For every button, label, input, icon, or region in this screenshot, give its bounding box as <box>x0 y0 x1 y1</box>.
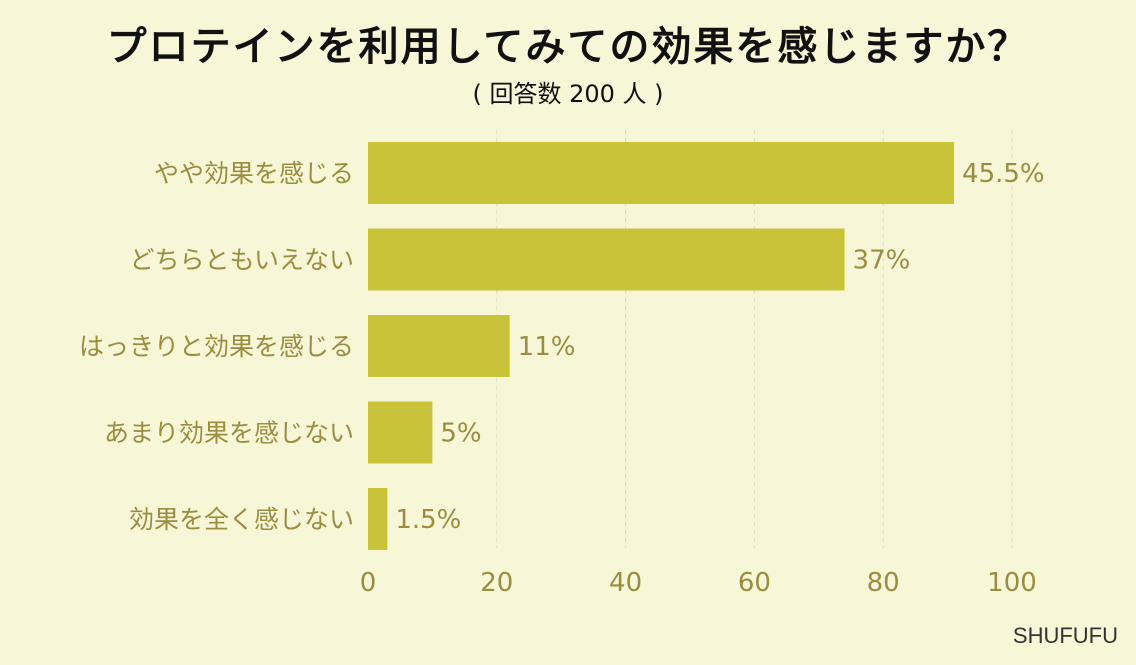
value-label: 1.5% <box>395 505 461 535</box>
value-label: 11% <box>518 332 576 362</box>
x-axis-ticks: 0 20 40 60 80 100 <box>360 568 1037 598</box>
category-label: 効果を全く感じない <box>129 505 354 534</box>
bar <box>368 228 845 291</box>
x-tick-label: 0 <box>360 568 377 598</box>
category-label: はっきりと効果を感じる <box>79 332 354 361</box>
value-label: 5% <box>440 419 481 449</box>
bar <box>368 488 388 550</box>
category-labels: やや効果を感じるどちらともいえないはっきりと効果を感じるあまり効果を感じない効果… <box>79 159 354 534</box>
x-tick-label: 20 <box>480 568 513 598</box>
chart-subtitle: ( 回答数 200 人 ) <box>472 80 664 108</box>
chart-title: プロテインを利用してみての効果を感じますか？ <box>106 24 1030 70</box>
bars <box>368 142 955 550</box>
x-tick-label: 100 <box>987 568 1037 598</box>
category-label: どちらともいえない <box>129 246 354 275</box>
bar <box>368 315 510 377</box>
value-labels: 45.5% 37% 11% 5% 1.5% <box>395 159 1044 535</box>
value-label: 37% <box>853 246 911 276</box>
x-tick-label: 60 <box>738 568 771 598</box>
bar <box>368 142 955 204</box>
value-label: 45.5% <box>962 159 1045 189</box>
x-tick-label: 80 <box>867 568 900 598</box>
bar <box>368 401 433 464</box>
x-tick-label: 40 <box>609 568 642 598</box>
category-label: あまり効果を感じない <box>104 419 354 448</box>
category-label: やや効果を感じる <box>154 159 354 188</box>
source-label: SHUFUFU <box>1012 623 1118 648</box>
